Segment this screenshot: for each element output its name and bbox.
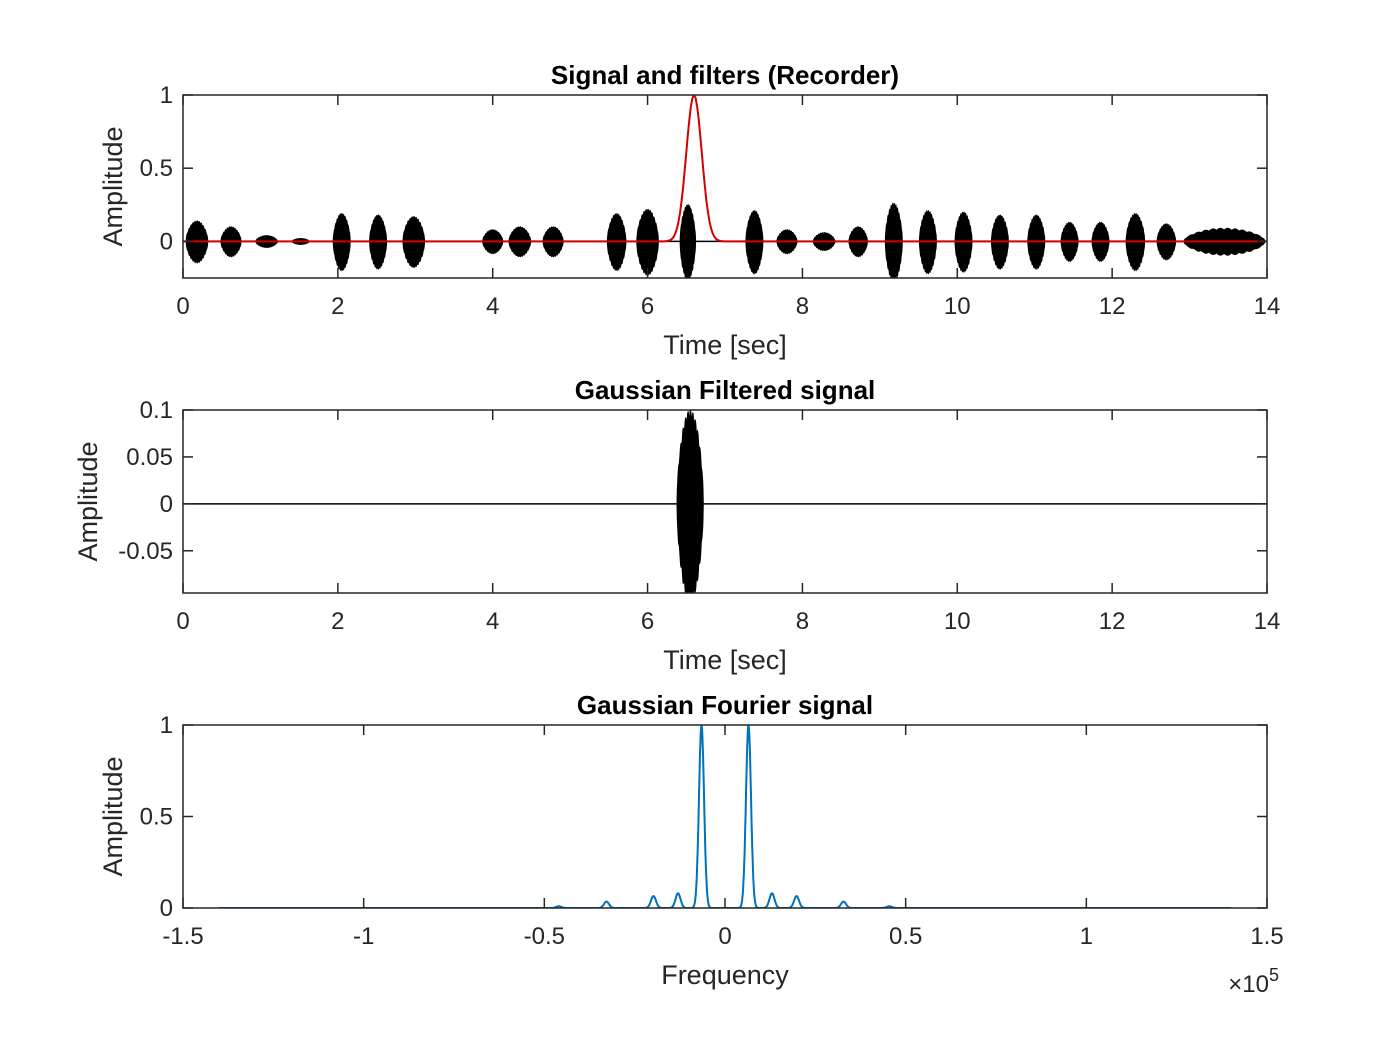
x-tick-label: -1 (353, 923, 374, 950)
x-tick-label: 2 (331, 608, 344, 635)
x-axis-label: Time [sec] (663, 645, 787, 675)
axes-frame (182, 724, 1268, 909)
y-tick-label: 0.5 (140, 804, 173, 831)
subplot-3: -1.5 -1 -0.5 0 0.5 1 1.5 0 0.5 1 Gaussian Fourier … (98, 690, 1284, 998)
x-axis-label: Time [sec] (663, 330, 787, 360)
plot-area (183, 410, 1267, 593)
y-axis-label: Amplitude (98, 126, 128, 246)
subplot-2: 0 2 4 6 8 10 12 14 -0.05 0 0.05 0.1 Gaussian Filtere… (73, 375, 1280, 675)
y-tick-label: 0 (160, 491, 173, 518)
x-tick-label: 14 (1254, 293, 1281, 320)
x-tick-label: 0 (176, 608, 189, 635)
spectrum-line (219, 725, 1231, 908)
x-tick-label: 2 (331, 293, 344, 320)
x-tick-label: 0.5 (889, 923, 922, 950)
y-tick-label: -0.05 (118, 538, 173, 565)
y-axis-label: Amplitude (98, 756, 128, 876)
signal-burst (679, 203, 697, 278)
plot-area (183, 95, 1267, 278)
y-tick-label: 0.05 (126, 444, 173, 471)
x-axis-label: Frequency (661, 960, 789, 990)
x-tick-label: 6 (641, 293, 654, 320)
subplot-title: Gaussian Filtered signal (575, 375, 876, 405)
axes-frame (182, 94, 1268, 279)
subplot-1: 0 2 4 6 8 10 12 14 0 0.5 1 Signal and filters (Reco… (98, 60, 1280, 360)
exponent-power: 5 (1269, 965, 1279, 985)
x-tick-label: 12 (1099, 293, 1126, 320)
x-tick-label: -1.5 (162, 923, 203, 950)
y-tick-label: 0.1 (140, 397, 173, 424)
x-tick-label: 4 (486, 293, 499, 320)
x-tick-label: 10 (944, 608, 971, 635)
x-tick-label: 8 (796, 608, 809, 635)
x-tick-label: 12 (1099, 608, 1126, 635)
subplot-title: Signal and filters (Recorder) (551, 60, 899, 90)
y-tick-label: 1 (160, 82, 173, 109)
x-tick-label: -0.5 (524, 923, 565, 950)
x-exponent-label: ×105 (1228, 965, 1279, 998)
x-tick-label: 4 (486, 608, 499, 635)
signal-burst (676, 410, 704, 593)
y-tick-label: 0 (160, 228, 173, 255)
x-tick-label: 1 (1080, 923, 1093, 950)
exponent-base: ×10 (1228, 971, 1269, 998)
subplot-title: Gaussian Fourier signal (577, 690, 873, 720)
y-axis-label: Amplitude (73, 441, 103, 561)
axes-frame (182, 409, 1268, 594)
x-tick-label: 0 (176, 293, 189, 320)
y-tick-label: 1 (160, 712, 173, 739)
plot-area (219, 725, 1231, 908)
x-tick-label: 6 (641, 608, 654, 635)
x-tick-label: 10 (944, 293, 971, 320)
x-tick-label: 14 (1254, 608, 1281, 635)
x-tick-label: 1.5 (1250, 923, 1283, 950)
gaussian-filter-line (183, 95, 1267, 243)
y-tick-label: 0 (160, 895, 173, 922)
x-tick-label: 8 (796, 293, 809, 320)
x-tick-label: 0 (718, 923, 731, 950)
y-tick-label: 0.5 (140, 155, 173, 182)
